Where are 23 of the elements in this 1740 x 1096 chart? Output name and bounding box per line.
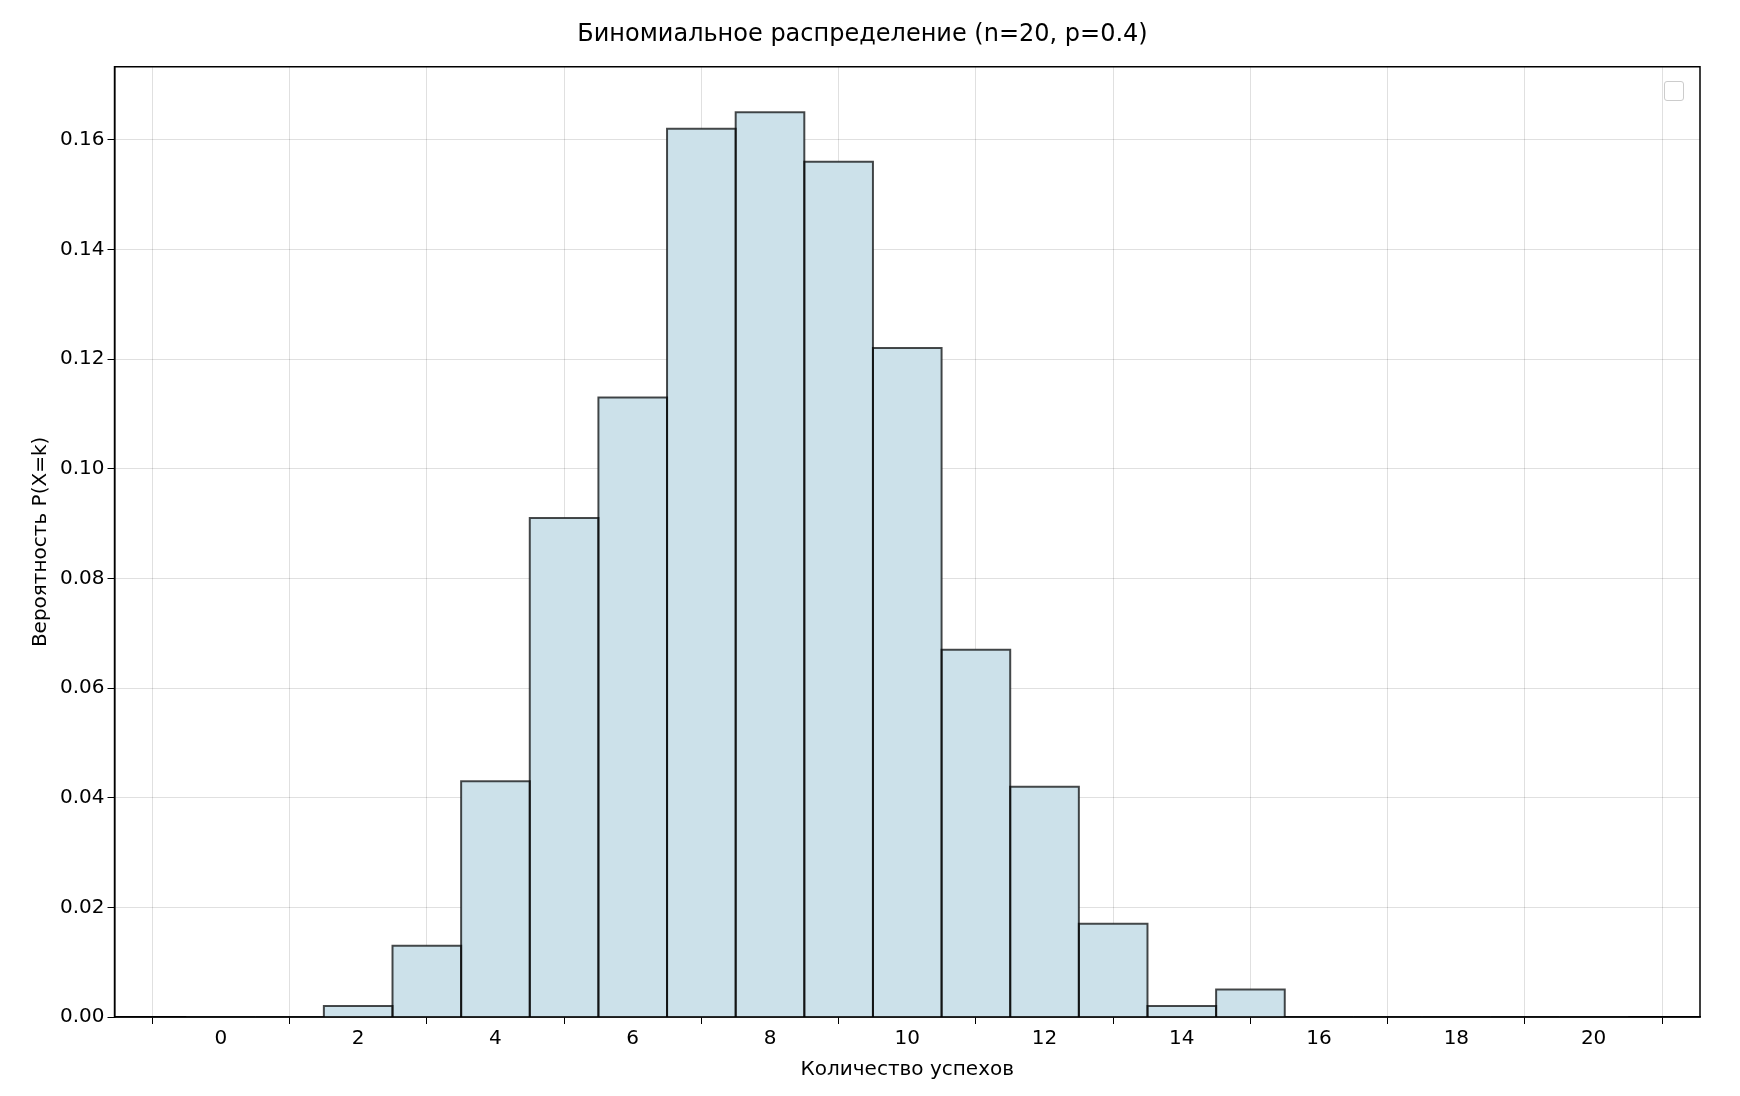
- x-tick-label: 4: [489, 1025, 502, 1050]
- x-tick-label: 8: [763, 1025, 777, 1050]
- x-tick-label: 10: [894, 1025, 920, 1050]
- chart-title: Биномиальное распределение (n=20, p=0.4): [577, 18, 1148, 47]
- y-tick-label: 0.16: [60, 125, 105, 150]
- y-axis-title: Вероятность P(X=k): [27, 436, 52, 648]
- y-tick-label: 0.04: [60, 783, 105, 808]
- y-tick-label: 0.08: [60, 564, 105, 589]
- x-tick-label: 0: [214, 1025, 228, 1050]
- y-tick-label: 0.06: [60, 674, 105, 699]
- x-tick-label: 6: [626, 1025, 640, 1050]
- x-tick-label: 12: [1031, 1025, 1058, 1050]
- y-tick-label: 0.00: [60, 1003, 105, 1028]
- y-tick-label: 0.10: [60, 454, 105, 479]
- x-tick-label: 16: [1306, 1025, 1332, 1050]
- y-tick-label: 0.02: [60, 893, 105, 918]
- x-tick-label: 14: [1169, 1025, 1195, 1050]
- x-tick-label: 2: [351, 1025, 365, 1050]
- x-tick-label: 18: [1443, 1025, 1470, 1050]
- x-axis-title: Количество успехов: [800, 1056, 1014, 1081]
- y-tick-label: 0.12: [60, 345, 105, 370]
- y-tick-label: 0.14: [60, 235, 105, 260]
- x-tick-label: 20: [1580, 1025, 1607, 1050]
